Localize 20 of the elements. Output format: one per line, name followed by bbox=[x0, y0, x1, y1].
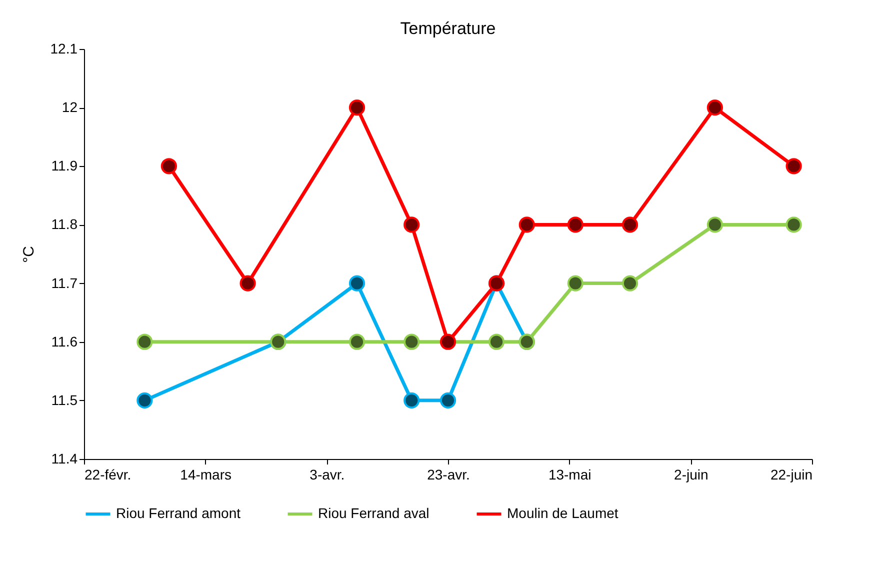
y-axis-title: °C bbox=[20, 246, 38, 263]
y-tick-label: 11.8 bbox=[51, 216, 78, 232]
x-tick-label: 22-juin bbox=[770, 466, 812, 482]
y-tick-label: 11.9 bbox=[51, 158, 78, 174]
x-tick-label: 22-févr. bbox=[84, 466, 132, 482]
legend-label: Riou Ferrand aval bbox=[318, 505, 430, 521]
x-tick-label: 13-mai bbox=[548, 466, 592, 482]
y-tick-label: 11.7 bbox=[51, 274, 78, 291]
legend-label: Moulin de Laumet bbox=[507, 505, 618, 521]
y-tick-label: 12.1 bbox=[50, 40, 78, 56]
x-tick-label: 14-mars bbox=[180, 466, 232, 482]
chart-title: Température bbox=[400, 19, 496, 38]
y-tick-label: 12 bbox=[62, 99, 78, 116]
x-tick-label: 23-avr. bbox=[427, 466, 470, 482]
legend-label: Riou Ferrand amont bbox=[116, 505, 241, 521]
y-tick-label: 11.4 bbox=[51, 450, 78, 466]
y-tick-label: 11.6 bbox=[51, 333, 78, 350]
x-tick-label: 3-avr. bbox=[310, 466, 345, 482]
y-tick-label: 11.5 bbox=[51, 392, 78, 408]
x-tick-label: 2-juin bbox=[674, 466, 708, 482]
